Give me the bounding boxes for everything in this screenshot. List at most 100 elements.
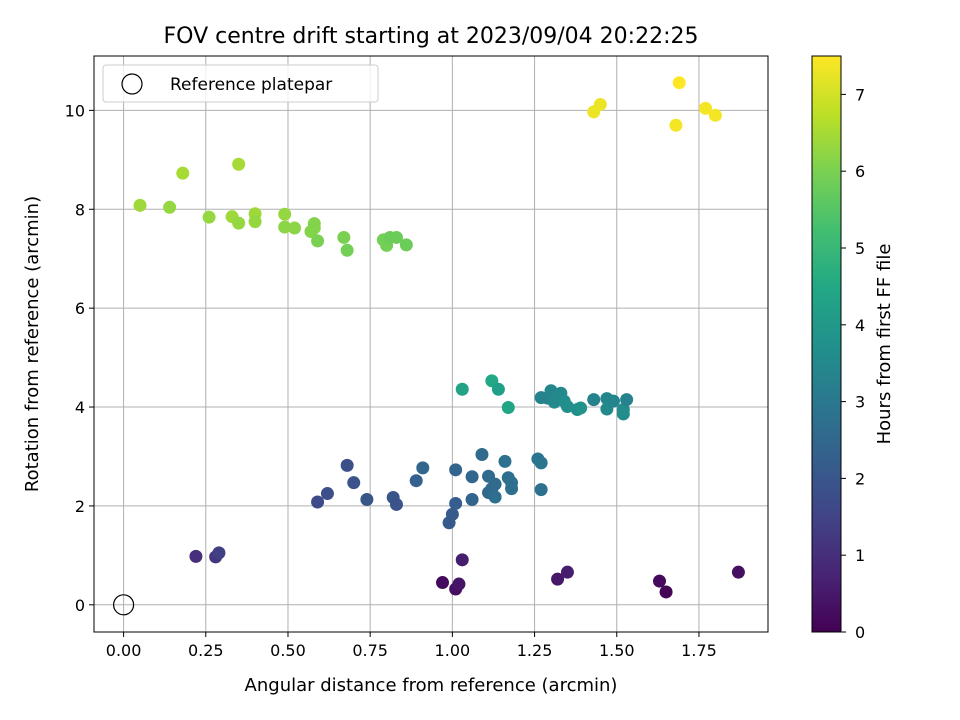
data-point	[320, 487, 334, 501]
x-tick-label: 0.25	[188, 641, 224, 660]
chart-title: FOV centre drift starting at 2023/09/04 …	[164, 24, 699, 49]
data-point	[731, 565, 745, 579]
x-axis-label: Angular distance from reference (arcmin)	[245, 675, 618, 696]
data-point	[389, 497, 403, 511]
data-point	[452, 577, 466, 591]
colorbar-tick-label: 7	[855, 85, 865, 104]
data-point	[176, 166, 190, 180]
data-point	[455, 553, 469, 567]
data-point	[574, 401, 588, 415]
y-tick-label: 4	[75, 398, 85, 417]
colorbar-ticks: 0 1 2 3 4 5 6 7	[841, 85, 865, 642]
colorbar-tick-label: 3	[855, 393, 865, 412]
data-point	[551, 572, 565, 586]
data-point	[653, 574, 667, 588]
x-axis-ticks: 0.00 0.25 0.50 0.75 1.00 1.25 1.50 1.75	[106, 632, 717, 660]
data-point	[620, 393, 634, 407]
data-point	[708, 108, 722, 122]
data-point	[337, 230, 351, 244]
data-point	[436, 576, 450, 590]
data-point	[498, 454, 512, 468]
legend-box	[102, 64, 379, 103]
data-point	[347, 476, 361, 490]
data-point	[340, 458, 354, 472]
data-point	[606, 394, 620, 408]
y-tick-label: 6	[75, 299, 85, 318]
data-point	[288, 221, 302, 235]
colorbar-gradient	[811, 55, 842, 633]
x-tick-label: 1.25	[517, 641, 553, 660]
x-tick-label: 1.75	[681, 641, 717, 660]
data-point	[672, 76, 686, 90]
data-point	[534, 456, 548, 470]
data-point	[534, 483, 548, 497]
y-tick-label: 0	[75, 596, 85, 615]
colorbar-tick-label: 5	[855, 239, 865, 258]
data-point	[278, 220, 292, 234]
data-point	[560, 400, 574, 414]
colorbar-tick-label: 6	[855, 162, 865, 181]
legend-marker	[121, 73, 143, 95]
data-point	[163, 200, 177, 214]
plot-frame	[93, 55, 769, 633]
data-point	[311, 234, 325, 248]
data-point	[488, 490, 502, 504]
data-point	[399, 238, 413, 252]
data-point	[659, 585, 673, 599]
data-point	[505, 482, 519, 496]
data-point	[593, 97, 607, 111]
x-tick-label: 1.50	[599, 641, 635, 660]
colorbar-label: Hours from first FF file	[874, 244, 895, 445]
colorbar: 0 1 2 3 4 5 6 7 Hours from first FF file	[811, 55, 895, 642]
data-point	[465, 492, 479, 506]
data-point	[307, 221, 321, 235]
y-axis-label: Rotation from reference (arcmin)	[22, 196, 43, 492]
data-point	[587, 393, 601, 407]
data-point	[445, 507, 459, 521]
data-point	[248, 215, 262, 229]
data-point	[232, 216, 246, 230]
colorbar-tick-label: 4	[855, 316, 865, 335]
data-point	[465, 470, 479, 484]
y-tick-label: 2	[75, 497, 85, 516]
data-point	[488, 477, 502, 491]
data-point	[475, 448, 489, 462]
data-point	[389, 230, 403, 244]
data-point	[189, 549, 203, 563]
data-point	[360, 492, 374, 506]
data-point	[449, 496, 463, 510]
data-points	[112, 76, 745, 616]
data-point	[133, 198, 147, 212]
data-point	[616, 403, 630, 417]
data-point	[491, 382, 505, 396]
x-tick-label: 0.50	[270, 641, 306, 660]
data-point	[409, 474, 423, 488]
legend: Reference platepar	[102, 64, 379, 103]
data-point	[212, 546, 226, 560]
x-tick-label: 1.00	[435, 641, 471, 660]
grid	[94, 56, 768, 632]
data-point	[416, 461, 430, 475]
y-tick-label: 10	[65, 101, 85, 120]
data-point	[340, 243, 354, 257]
reference-platepar-marker	[112, 594, 135, 616]
data-point	[699, 101, 713, 115]
legend-label: Reference platepar	[170, 75, 332, 95]
data-point	[560, 565, 574, 579]
colorbar-tick-label: 1	[855, 546, 865, 565]
data-point	[278, 207, 292, 221]
colorbar-tick-label: 0	[855, 623, 865, 642]
y-tick-label: 8	[75, 200, 85, 219]
data-point	[449, 463, 463, 477]
x-tick-label: 0.00	[106, 641, 142, 660]
x-tick-label: 0.75	[352, 641, 388, 660]
data-point	[202, 210, 216, 224]
data-point	[232, 157, 246, 171]
colorbar-tick-label: 2	[855, 469, 865, 488]
y-axis-ticks: 0 2 4 6 8 10	[65, 101, 94, 615]
data-point	[455, 382, 469, 396]
data-point	[669, 118, 683, 132]
data-point	[501, 401, 515, 415]
data-point	[311, 495, 325, 509]
